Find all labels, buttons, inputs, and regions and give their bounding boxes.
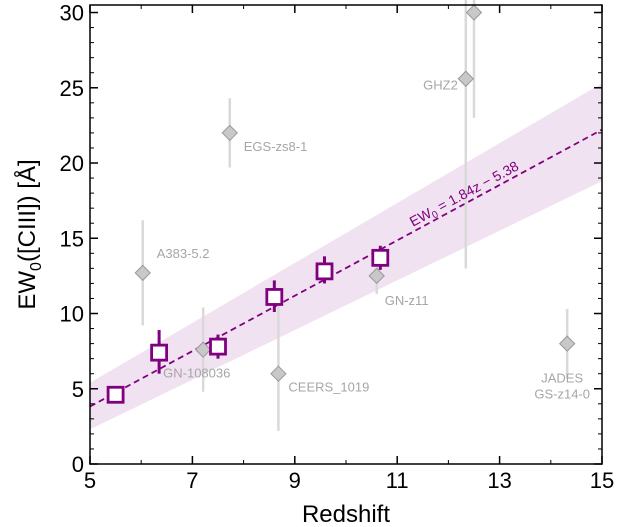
literature-label: GHZ2 [423, 78, 458, 93]
y-tick-label: 15 [60, 226, 84, 251]
y-axis-title-rest: ([CIII]) [Å] [13, 159, 41, 262]
x-tick-label: 11 [386, 468, 409, 493]
stack-marker-layer [106, 245, 390, 404]
fit-line-layer [89, 128, 603, 408]
literature-label: JADES [541, 371, 583, 386]
literature-marker-layer [134, 4, 576, 382]
literature-label-layer: GS-z12GHZ2EGS-zs8-1A383-5.2GN-z11GN-1080… [157, 78, 590, 402]
literature-marker [558, 335, 576, 352]
y-axis-title-sub: 0 [28, 262, 45, 271]
y-tick-label: 5 [72, 377, 84, 402]
stack-marker [371, 248, 390, 267]
stack-marker [106, 385, 125, 404]
x-tick-label: 15 [590, 468, 614, 493]
y-axis-title-main: EW [14, 271, 41, 310]
literature-label: CEERS_1019 [288, 380, 369, 395]
y-tick-label: 0 [72, 452, 84, 477]
literature-label: GN-z11 [385, 293, 429, 308]
stack-marker [315, 262, 334, 281]
y-tick-label: 20 [60, 151, 84, 176]
literature-marker [368, 267, 385, 285]
stack-marker [209, 337, 227, 356]
literature-marker [194, 341, 212, 358]
stack-marker [265, 288, 284, 306]
x-tick-label: 5 [84, 468, 96, 493]
literature-label: EGS-zs8-1 [244, 139, 308, 154]
literature-label: A383-5.2 [157, 246, 210, 261]
literature-marker [465, 4, 483, 21]
literature-label-line2: GS-z14-0 [534, 387, 590, 402]
literature-marker [221, 124, 238, 142]
y-tick-label: 10 [60, 302, 84, 327]
stack-marker [150, 343, 169, 362]
x-tick-label: 13 [487, 468, 511, 493]
literature-marker [457, 70, 475, 87]
x-axis-title: Redshift [302, 501, 390, 527]
literature-marker [134, 264, 151, 282]
fit-line [89, 128, 603, 408]
y-axis-title: EW0([CIII]) [Å] [13, 159, 45, 309]
literature-marker [270, 365, 287, 382]
x-tick-label: 7 [186, 468, 198, 493]
fit-equation-sub: 0 [430, 209, 441, 222]
literature-label: GN-108036 [163, 366, 230, 381]
y-tick-label: 25 [60, 76, 84, 101]
x-tick-label: 9 [289, 468, 301, 493]
y-tick-label: 30 [60, 1, 84, 26]
